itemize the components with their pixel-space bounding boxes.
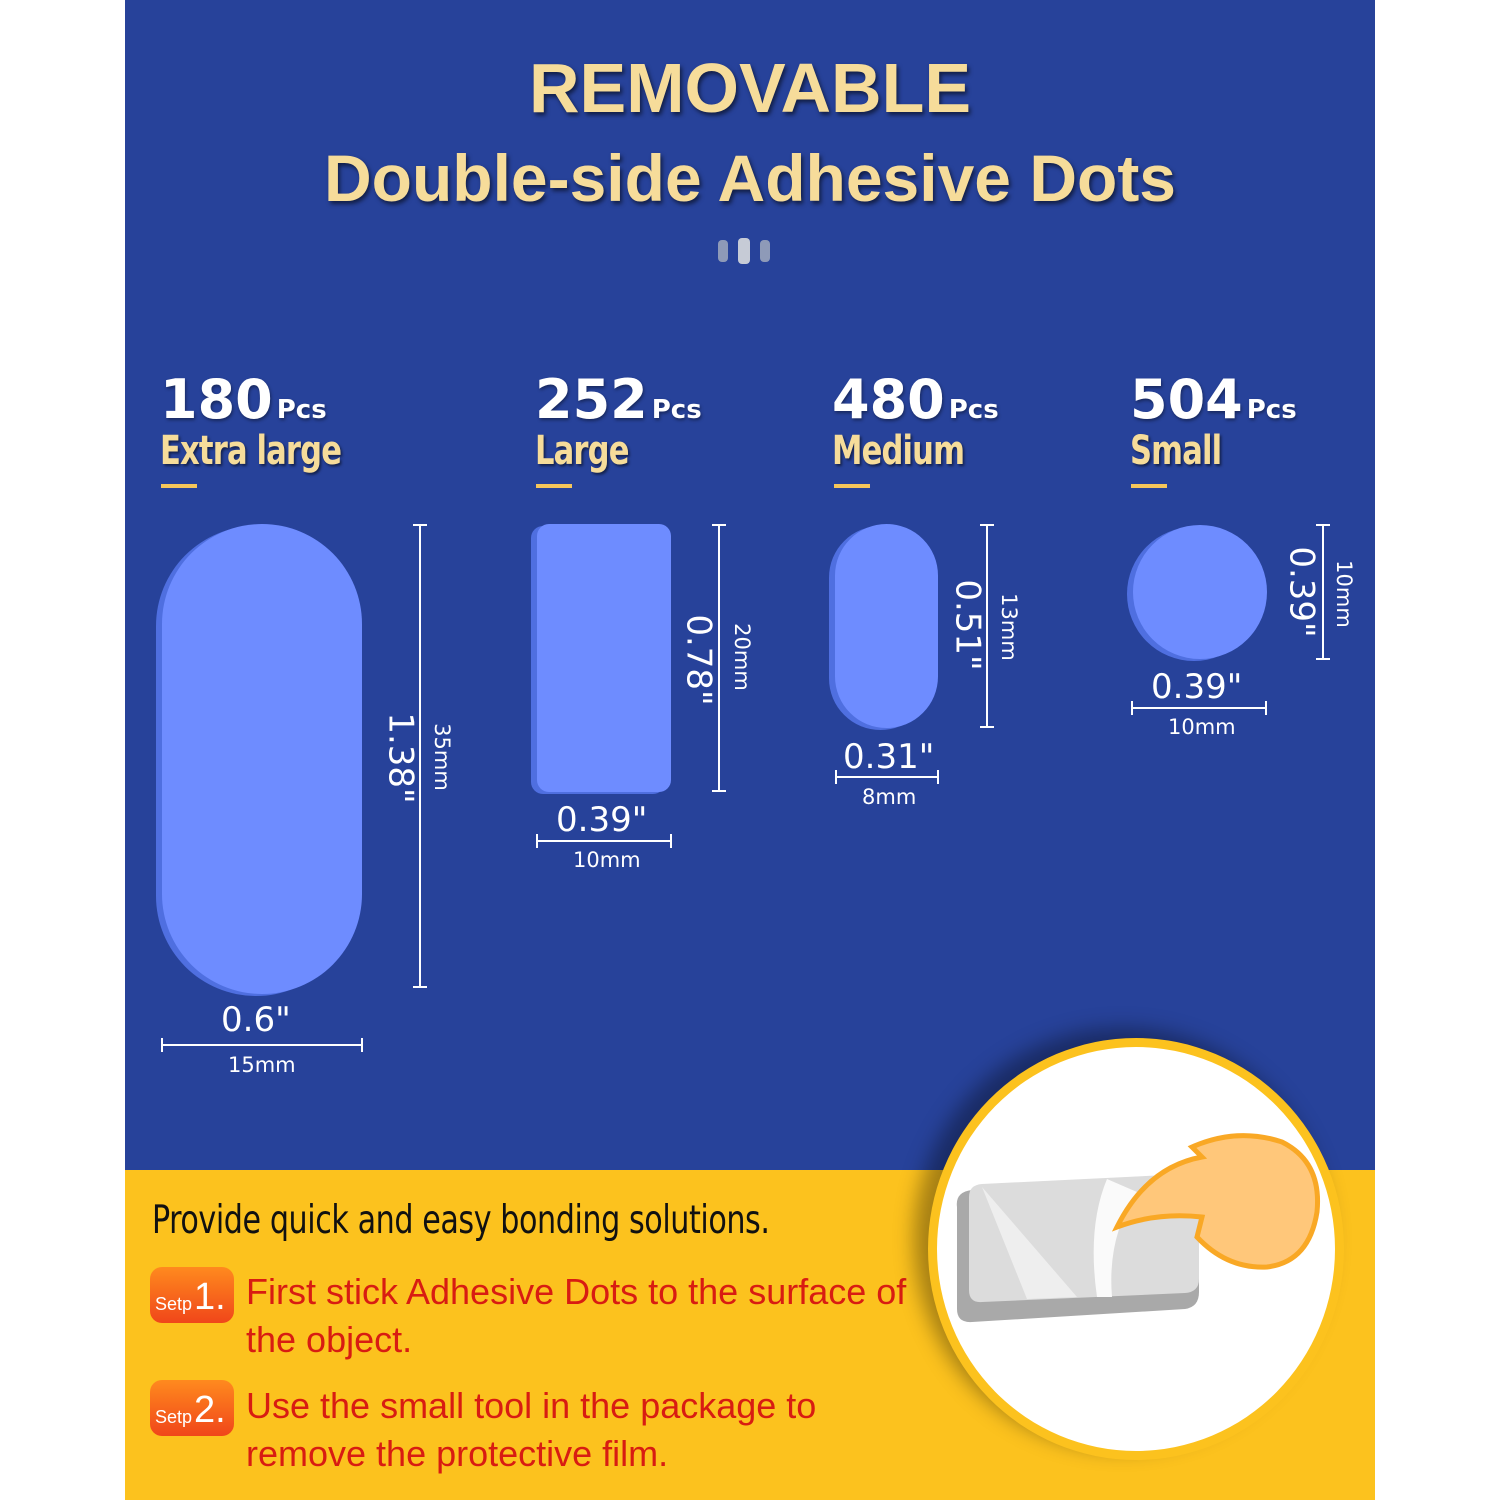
width-inch: 0.39" — [1151, 667, 1243, 707]
height-mm: 13mm — [996, 593, 1021, 661]
width-line — [536, 834, 672, 848]
width-mm: 10mm — [573, 848, 641, 872]
width-mm: 8mm — [862, 785, 917, 809]
product-count: 180 Pcs — [160, 368, 327, 431]
height-mm: 20mm — [729, 623, 754, 691]
width-inch: 0.31" — [843, 737, 935, 777]
subtitle: Double-side Adhesive Dots — [323, 141, 1177, 215]
height-inch: 0.51" — [947, 579, 988, 671]
step-2-text: Use the small tool in the package to rem… — [246, 1385, 817, 1474]
width-line — [1131, 701, 1267, 715]
step-1-badge: Setp 1. — [150, 1267, 234, 1323]
extra-large-dot — [162, 524, 362, 994]
peeling-film-illustration — [956, 1133, 1321, 1323]
illustration-circle — [928, 1038, 1344, 1460]
product-size: Extra large — [160, 428, 342, 474]
height-line — [413, 524, 427, 988]
height-inch: 1.38" — [380, 712, 421, 804]
height-line — [712, 524, 726, 792]
height-line — [980, 524, 994, 728]
step-2-badge: Setp 2. — [150, 1380, 234, 1436]
product-size: Large — [535, 428, 629, 474]
product-count: 480 Pcs — [832, 368, 999, 431]
large-dot — [537, 524, 671, 792]
underline — [536, 484, 572, 488]
underline — [161, 484, 197, 488]
underline — [834, 484, 870, 488]
width-mm: 15mm — [228, 1053, 296, 1077]
instructions-headline: Provide quick and easy bonding solutions… — [152, 1198, 770, 1243]
width-line — [161, 1038, 363, 1052]
medium-dot — [835, 524, 938, 728]
height-line — [1316, 524, 1330, 660]
product-count: 252 Pcs — [535, 368, 702, 431]
width-mm: 10mm — [1168, 715, 1236, 739]
title: REMOVABLE — [528, 49, 972, 127]
height-inch: 0.39" — [1281, 546, 1322, 638]
underline — [1131, 484, 1167, 488]
small-dot — [1133, 525, 1267, 659]
height-mm: 10mm — [1331, 560, 1356, 628]
height-inch: 0.78" — [678, 614, 719, 706]
width-line — [835, 770, 939, 784]
step-1-text: First stick Adhesive Dots to the surface… — [246, 1271, 907, 1360]
product-size: Small — [1130, 428, 1222, 474]
height-mm: 35mm — [429, 723, 454, 791]
width-inch: 0.39" — [556, 800, 648, 840]
product-size: Medium — [832, 428, 965, 474]
divider-dots — [718, 238, 770, 264]
product-count: 504 Pcs — [1130, 368, 1297, 431]
width-inch: 0.6" — [221, 1000, 291, 1040]
